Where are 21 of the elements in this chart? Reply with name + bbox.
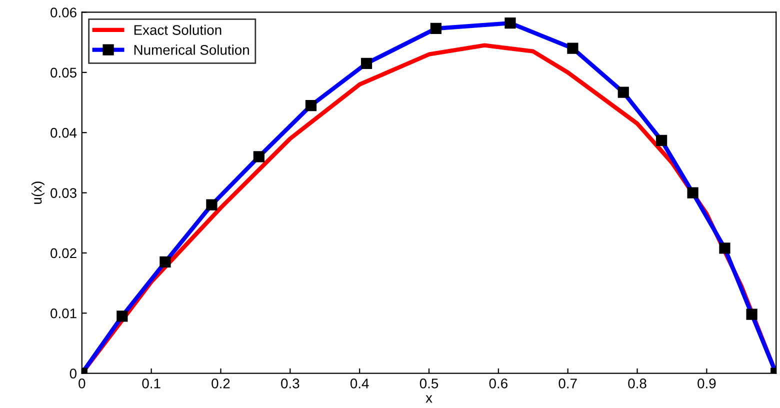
legend-label: Numerical Solution xyxy=(134,44,249,55)
x-tick-label: 0.9 xyxy=(698,378,716,388)
y-tick-label: 0.03 xyxy=(50,188,76,198)
y-tick-label: 0.01 xyxy=(50,308,76,318)
x-tick-label: 0.7 xyxy=(558,378,577,388)
x-tick-label: 0.4 xyxy=(350,378,369,388)
x-tick-label: 0.1 xyxy=(142,378,160,388)
x-tick-label: 0.6 xyxy=(489,378,508,388)
x-tick-label: 0 xyxy=(78,378,86,388)
y-tick-label: 0.06 xyxy=(50,8,76,18)
x-tick-label: 0.3 xyxy=(281,378,300,388)
y-tick-label: 0.05 xyxy=(50,68,76,78)
y-tick-label: 0 xyxy=(70,368,76,378)
y-axis-title: u(x) xyxy=(32,182,44,204)
y-tick-label: 0.02 xyxy=(50,248,76,258)
legend-label: Exact Solution xyxy=(134,24,222,35)
x-tick-label: 0.2 xyxy=(212,378,230,388)
x-tick-label: 0.5 xyxy=(420,378,438,388)
x-tick-label: 0.8 xyxy=(628,378,646,388)
x-axis-title: x xyxy=(426,395,432,403)
y-tick-label: 0.04 xyxy=(50,128,77,138)
